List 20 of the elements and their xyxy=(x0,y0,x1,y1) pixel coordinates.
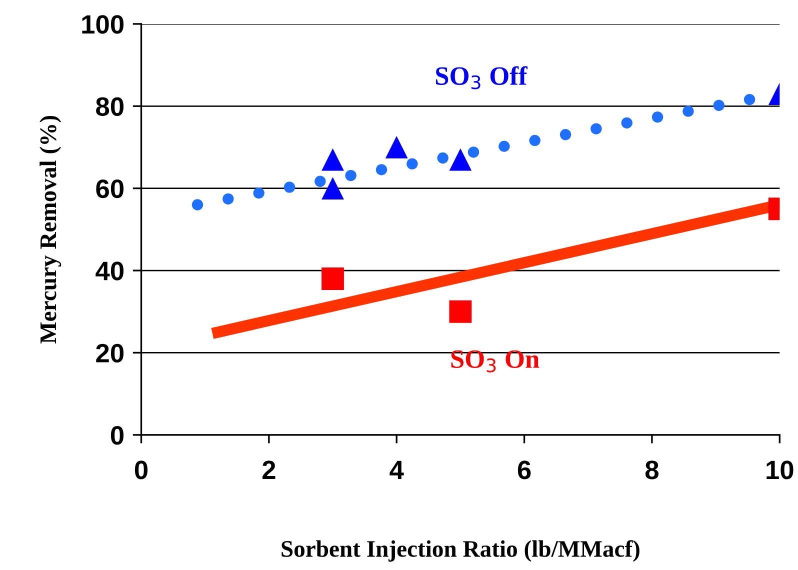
point xyxy=(322,148,344,171)
x-tick-label: 0 xyxy=(134,460,148,480)
y-tick-label: 20 xyxy=(96,344,124,363)
x-tick-label: 4 xyxy=(390,460,404,480)
point xyxy=(322,177,344,200)
point xyxy=(322,268,344,290)
x-tick-label: 6 xyxy=(518,460,531,480)
y-tick-label: 40 xyxy=(96,262,124,280)
y-tick-label: 100 xyxy=(82,15,124,34)
x-axis-title: Sorbent Injection Ratio (lb/MMacf) xyxy=(282,540,640,562)
y-tick-label: 80 xyxy=(96,97,124,116)
y-tick-label: 0 xyxy=(110,426,124,445)
x-tick-label: 8 xyxy=(645,460,658,480)
series-label: SO$_{3}$ On xyxy=(451,350,540,372)
y-tick-label: 60 xyxy=(96,179,124,198)
text: SO$_{3}$ Off xyxy=(436,66,528,90)
y-axis-title: Mercury Removal (%) xyxy=(40,116,62,344)
x-tick-label: 10 xyxy=(766,460,794,480)
point xyxy=(385,136,408,158)
x-tick-label: 2 xyxy=(262,460,276,480)
